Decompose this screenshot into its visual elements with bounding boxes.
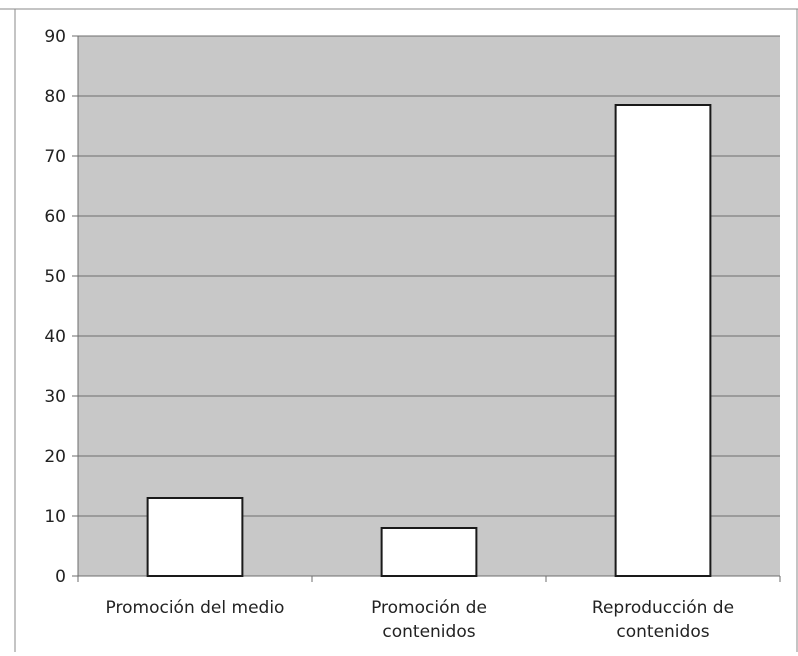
x-category-label-line: Promoción de [371, 598, 487, 618]
x-category-labels: Promoción del medio Promoción de contenido… [106, 598, 735, 642]
bars [146, 104, 712, 577]
y-tick-label: 30 [44, 387, 66, 407]
bar [614, 104, 712, 577]
y-tick-label: 80 [44, 87, 66, 107]
bar [380, 527, 478, 577]
x-category-label: Promoción de contenidos [371, 598, 487, 642]
y-tick-label: 20 [44, 447, 66, 467]
x-category-label-line: Reproducción de [592, 598, 734, 618]
y-tick-label: 50 [44, 267, 66, 287]
bar [146, 497, 244, 577]
x-category-label-line: Promoción del medio [106, 598, 285, 618]
y-tick-label: 60 [44, 207, 66, 227]
x-category-label: Reproducción de contenidos [592, 598, 734, 642]
y-tick-label: 70 [44, 147, 66, 167]
y-tick-label: 90 [44, 27, 66, 47]
y-tick-label: 10 [44, 507, 66, 527]
y-tick-labels: 0 10 20 30 40 50 60 70 80 90 [44, 27, 66, 587]
y-tick-label: 0 [55, 567, 66, 587]
outer-frame [0, 8, 798, 652]
x-category-label: Promoción del medio [106, 598, 285, 618]
y-tick-label: 40 [44, 327, 66, 347]
x-category-label-line: contenidos [382, 622, 475, 642]
x-category-label-line: contenidos [616, 622, 709, 642]
